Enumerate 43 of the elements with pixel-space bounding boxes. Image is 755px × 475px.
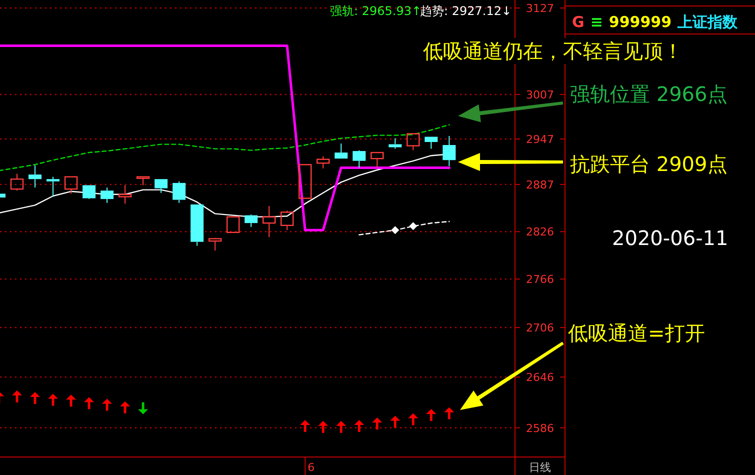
candlestick	[100, 187, 114, 204]
candlestick	[244, 214, 258, 228]
point	[102, 398, 112, 411]
candlestick	[388, 138, 402, 150]
y-tick-label: 2887	[526, 178, 554, 192]
annotation: 趋势: 2927.12↓	[420, 4, 512, 18]
text: G ≡ 999999 上证指数	[572, 13, 739, 31]
candlestick	[262, 205, 276, 238]
text: 强轨位置 2966点	[570, 82, 728, 106]
annotation: 低吸通道仍在，不轻言见顶！	[423, 39, 683, 63]
point	[120, 401, 130, 414]
y-tick-label: 2706	[526, 322, 554, 335]
annotation: 强轨: 2965.93↑	[330, 4, 422, 18]
text: 低吸通道=打开	[568, 321, 705, 345]
y-tick-label: 2646	[526, 371, 554, 384]
text: 2020-06-11	[612, 226, 728, 250]
line-series	[358, 220, 450, 236]
point	[426, 408, 436, 421]
point	[372, 417, 382, 430]
y-tick-label: 2826	[526, 226, 554, 239]
point	[12, 390, 22, 402]
line-series	[0, 124, 450, 172]
point	[354, 420, 364, 432]
text: 抗跌平台 2909点	[570, 152, 728, 176]
point	[138, 402, 148, 414]
point	[336, 420, 346, 433]
point	[444, 407, 454, 420]
y-tick-label: 2586	[526, 422, 554, 435]
point	[300, 420, 310, 432]
candlestick	[172, 180, 186, 204]
x-axis-title: 日线	[529, 461, 551, 474]
y-tick-label: 3007	[526, 88, 554, 102]
candlestick	[28, 164, 42, 188]
point	[390, 416, 400, 428]
x-tick-label: 6	[308, 461, 315, 474]
point	[318, 420, 328, 433]
point	[409, 222, 418, 230]
y-tick-label: 2766	[526, 273, 554, 286]
y-tick-label: 3127	[526, 2, 554, 15]
candlestick	[442, 136, 456, 167]
point	[408, 413, 418, 426]
point	[391, 226, 400, 234]
y-tick-label: 2947	[526, 133, 554, 146]
